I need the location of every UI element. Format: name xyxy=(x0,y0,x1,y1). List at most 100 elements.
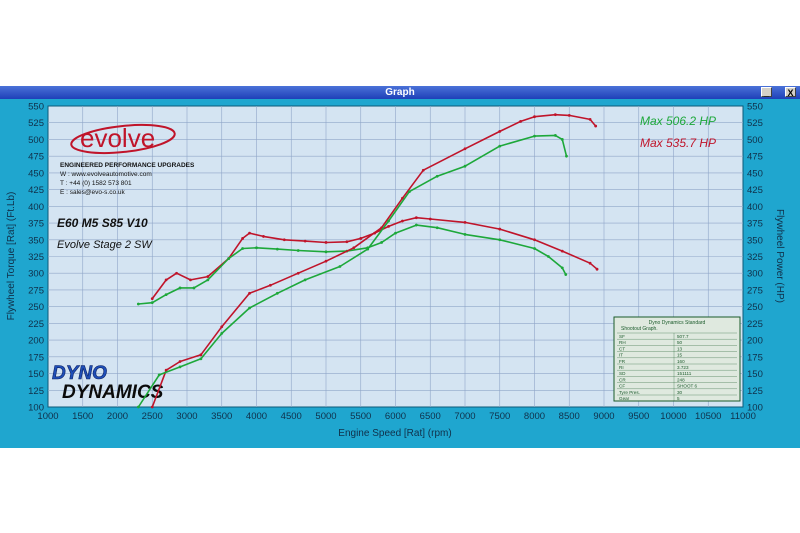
y-tick-label-right: 200 xyxy=(747,336,763,347)
close-button[interactable]: X xyxy=(785,87,796,98)
y-tick-label-left: 225 xyxy=(28,319,44,330)
series-point-red xyxy=(428,217,432,221)
y-tick-label-right: 375 xyxy=(747,219,763,230)
x-tick-label: 7500 xyxy=(489,411,510,422)
dynamics-word: DYNAMICS xyxy=(62,382,164,403)
y-tick-label-right: 425 xyxy=(747,185,763,196)
info-row-value: 50 xyxy=(677,340,683,345)
y-tick-labels-left: 100 125 150 175 200 225 250 275 300 325 350 375 400 4… xyxy=(28,102,44,414)
x-tick-label: 3000 xyxy=(176,411,197,422)
info-row-key: CR xyxy=(619,377,626,382)
series-point-red xyxy=(248,291,251,295)
info-box-frame xyxy=(613,316,741,402)
series-line-green xyxy=(138,224,567,305)
series-point-green xyxy=(560,266,564,270)
y-tick-label-left: 175 xyxy=(28,352,44,363)
minimize-button[interactable]: _ xyxy=(761,87,772,98)
y-tick-label-left: 200 xyxy=(28,336,44,347)
y-tick-label-right: 225 xyxy=(747,319,763,330)
series-point-green xyxy=(547,255,550,258)
series-point-green xyxy=(178,365,182,369)
y-tick-label-right: 125 xyxy=(747,386,763,397)
dyno-dynamics-logo: DYNO DYNAMICS xyxy=(52,363,164,403)
series-point-green xyxy=(387,219,390,223)
series-point-green xyxy=(164,293,168,297)
series-point-green xyxy=(338,265,342,268)
x-tick-label: 1500 xyxy=(72,411,93,422)
y-tick-label-left: 525 xyxy=(28,118,44,129)
info-row-key: IT xyxy=(619,353,623,358)
info-row-key: CT xyxy=(619,346,625,351)
series-point-green xyxy=(206,278,210,282)
series-point-red xyxy=(414,216,418,220)
series-point-green xyxy=(408,190,411,194)
max-red-label: Max 535.7 HP xyxy=(640,136,716,150)
series-point-green xyxy=(136,302,140,306)
y-tick-label-right: 525 xyxy=(747,118,763,129)
dyno-chart: 1000 1500 2000 2500 3000 3500 4000 4500 5000 5500… xyxy=(6,102,785,440)
series-point-green xyxy=(150,301,154,305)
series-point-red xyxy=(262,235,265,238)
info-row-value: 3.723 xyxy=(677,365,689,370)
y-axis-label-left: Flywheel Torque [Rat] (Ft.Lb) xyxy=(6,192,17,321)
series-point-red xyxy=(324,241,328,244)
info-row-value: 248 xyxy=(677,377,685,382)
info-row-key: RH xyxy=(619,340,626,345)
series-point-red xyxy=(401,196,404,200)
series-point-green xyxy=(414,223,418,227)
info-row-value: 15 xyxy=(677,353,683,358)
series-point-red xyxy=(150,405,154,409)
series-point-green xyxy=(498,144,502,148)
car-model: E60 M5 S85 V10 xyxy=(57,216,148,230)
info-row-key: SD xyxy=(619,371,626,376)
series-point-red xyxy=(352,246,356,250)
y-tick-label-right: 350 xyxy=(747,235,763,246)
y-tick-label-left: 475 xyxy=(28,152,44,163)
series-point-green xyxy=(435,174,439,178)
logo-text: evolve xyxy=(80,123,155,153)
y-axis-label-right: Flywheel Power (HP) xyxy=(774,209,785,303)
series-point-green xyxy=(380,241,383,244)
y-tick-label-left: 250 xyxy=(28,302,44,313)
series-point-green xyxy=(220,332,224,335)
info-row-key: Tyre Pres. xyxy=(619,390,640,395)
info-row-key: RI xyxy=(619,365,624,370)
info-row-key: CF xyxy=(619,384,625,389)
series-point-red xyxy=(594,124,598,128)
y-tick-label-left: 425 xyxy=(28,185,44,196)
series-point-red xyxy=(359,237,363,240)
series-point-red xyxy=(560,249,564,253)
series-point-green xyxy=(560,138,564,141)
x-tick-label: 8500 xyxy=(559,411,580,422)
series-point-red xyxy=(220,325,224,329)
series-point-red xyxy=(553,113,557,117)
company-email: E : sales@evo-s.co.uk xyxy=(60,189,126,196)
series-point-green xyxy=(435,226,439,230)
series-point-green xyxy=(241,247,245,250)
series-point-green xyxy=(296,249,300,252)
power-torque-curves xyxy=(136,113,599,409)
info-row-key: SF xyxy=(619,334,625,339)
window-titlebar: Graph _ X xyxy=(0,86,800,99)
series-point-red xyxy=(519,119,522,123)
series-point-green xyxy=(394,231,397,235)
series-point-red xyxy=(588,261,592,265)
y-tick-label-right: 300 xyxy=(747,269,763,280)
info-box-title: Dyno Dynamics Standard xyxy=(649,320,706,326)
max-green-label: Max 506.2 HP xyxy=(640,114,716,128)
series-point-green xyxy=(255,246,258,250)
x-tick-label: 2000 xyxy=(107,411,128,422)
x-tick-label: 6500 xyxy=(420,411,441,422)
car-stage: Evolve Stage 2 SW xyxy=(57,239,153,251)
series-point-red xyxy=(175,271,178,275)
series-point-green xyxy=(324,250,328,254)
series-point-red xyxy=(498,130,502,133)
x-tick-label: 11000 xyxy=(730,411,756,422)
series-point-red xyxy=(401,219,404,223)
x-tick-label: 10000 xyxy=(660,411,686,422)
y-tick-label-right: 275 xyxy=(747,285,763,296)
series-point-green xyxy=(463,233,467,236)
series-point-red xyxy=(533,115,536,119)
x-tick-label: 3500 xyxy=(211,411,232,422)
y-tick-labels-right: 100 125 150 175 200 225 250 275 300 325 350 375 400 4… xyxy=(747,102,763,414)
